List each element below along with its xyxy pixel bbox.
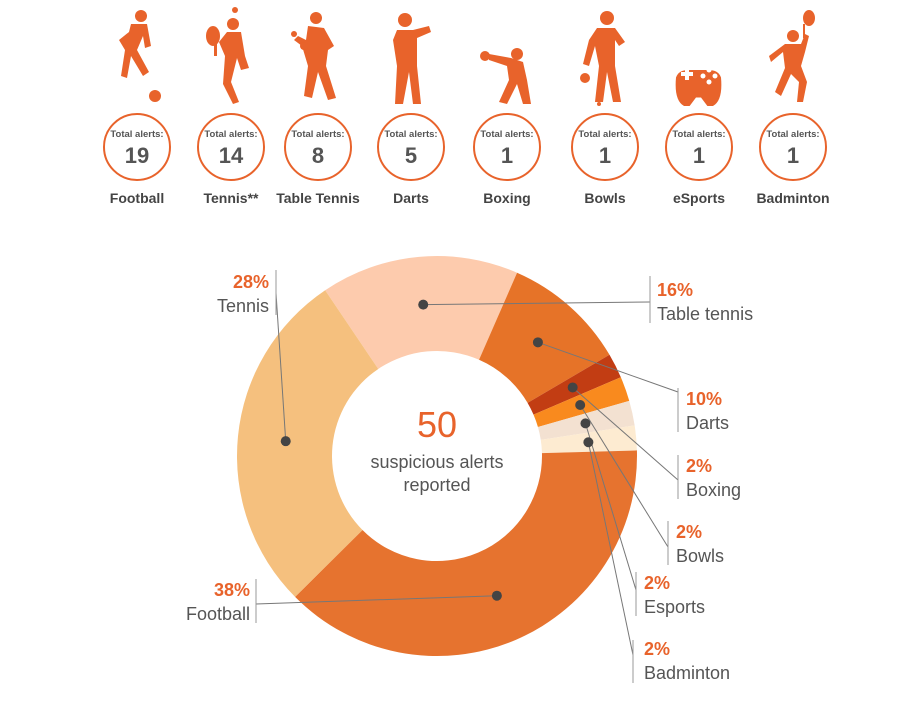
alert-count-badge: Total alerts: 5 bbox=[377, 113, 445, 181]
slice-dot-football bbox=[491, 590, 502, 601]
sport-tennis: Total alerts: 14 Tennis** bbox=[181, 0, 281, 215]
slice-label-esports: Esports bbox=[644, 597, 705, 617]
slice-darts bbox=[479, 272, 610, 403]
slice-dot-bowls bbox=[575, 400, 586, 411]
slice-label-boxing: Boxing bbox=[686, 480, 741, 500]
slice-label-football: Football bbox=[186, 604, 250, 624]
sport-football: Total alerts: 19 Football bbox=[87, 0, 187, 215]
leader-line-esports bbox=[584, 423, 637, 591]
sport-name: Boxing bbox=[483, 190, 531, 206]
alert-count: 1 bbox=[786, 143, 800, 168]
center-total: 50 bbox=[417, 404, 457, 445]
slice-percent-boxing: 2% bbox=[686, 456, 712, 476]
slice-percent-table-tennis: 16% bbox=[657, 280, 693, 300]
slice-percent-darts: 10% bbox=[686, 389, 722, 409]
sport-badminton: Total alerts: 1 Badminton bbox=[743, 0, 843, 215]
sport-boxing: Total alerts: 1 Boxing bbox=[457, 0, 557, 215]
tennis-player-icon bbox=[206, 7, 249, 104]
slice-dot-darts bbox=[532, 337, 543, 348]
leader-line-table-tennis bbox=[423, 301, 651, 306]
leader-line-badminton bbox=[587, 442, 634, 656]
slice-labels: 16% Table tennis 10% Darts 2% Boxing 2% Bowls 2%… bbox=[186, 272, 753, 683]
sport-name: Table Tennis bbox=[276, 190, 360, 206]
slice-percent-badminton: 2% bbox=[644, 639, 670, 659]
sport-darts: Total alerts: 5 Darts bbox=[361, 0, 461, 215]
slice-percent-tennis: 28% bbox=[233, 272, 269, 292]
center-caption-line-2: reported bbox=[403, 475, 470, 495]
alert-count-badge: Total alerts: 1 bbox=[571, 113, 639, 181]
sport-table-tennis: Total alerts: 8 Table Tennis bbox=[268, 0, 368, 215]
alert-count: 1 bbox=[598, 143, 612, 168]
leader-line-tennis bbox=[275, 292, 287, 442]
slice-percent-bowls: 2% bbox=[676, 522, 702, 542]
sport-name: Darts bbox=[393, 190, 429, 206]
sport-name: Football bbox=[109, 190, 165, 206]
slice-label-bowls: Bowls bbox=[676, 546, 724, 566]
slice-percent-football: 38% bbox=[214, 580, 250, 600]
leader-line-boxing bbox=[572, 387, 679, 481]
slice-tennis bbox=[237, 290, 379, 597]
boxer-icon bbox=[480, 48, 531, 104]
alert-count: 8 bbox=[311, 143, 325, 168]
leader-line-bowls bbox=[579, 404, 669, 548]
alert-count: 19 bbox=[124, 143, 150, 168]
alert-count-badge: Total alerts: 1 bbox=[473, 113, 541, 181]
sport-esports: Total alerts: 1 eSports bbox=[649, 0, 749, 215]
table-tennis-player-icon bbox=[291, 12, 336, 100]
slice-dot-table-tennis bbox=[418, 299, 429, 310]
slice-dot-tennis bbox=[280, 436, 291, 447]
darts-player-icon bbox=[393, 13, 431, 104]
leader-line-darts bbox=[537, 341, 679, 393]
alert-count: 1 bbox=[692, 143, 706, 168]
slice-percent-esports: 2% bbox=[644, 573, 670, 593]
slice-football bbox=[295, 450, 637, 656]
badminton-player-icon bbox=[769, 10, 815, 102]
bowls-player-icon bbox=[580, 11, 625, 106]
alert-count-badge: Total alerts: 14 bbox=[197, 113, 265, 181]
alert-count-badge: Total alerts: 8 bbox=[284, 113, 352, 181]
slice-dot-esports bbox=[580, 418, 591, 429]
center-caption-line-1: suspicious alerts bbox=[370, 452, 503, 472]
alert-count: 1 bbox=[500, 143, 514, 168]
leader-line-football bbox=[255, 595, 497, 605]
slice-label-badminton: Badminton bbox=[644, 663, 730, 683]
slice-label-table-tennis: Table tennis bbox=[657, 304, 753, 324]
sport-name: Bowls bbox=[584, 190, 626, 206]
sport-name: eSports bbox=[672, 190, 726, 206]
donut-slices bbox=[237, 255, 637, 656]
sport-bowls: Total alerts: 1 Bowls bbox=[555, 0, 655, 215]
leader-lines bbox=[255, 270, 679, 683]
slice-dot-boxing bbox=[567, 382, 578, 393]
slice-label-tennis: Tennis bbox=[217, 296, 269, 316]
alert-count: 5 bbox=[404, 143, 418, 168]
football-player-icon bbox=[119, 10, 161, 102]
sport-name: Tennis** bbox=[203, 190, 259, 206]
alert-count-badge: Total alerts: 1 bbox=[665, 113, 733, 181]
alert-count-badge: Total alerts: 1 bbox=[759, 113, 827, 181]
slice-table-tennis bbox=[325, 255, 518, 369]
sport-name: Badminton bbox=[756, 190, 830, 206]
slice-label-darts: Darts bbox=[686, 413, 729, 433]
gamepad-icon bbox=[675, 67, 722, 106]
slice-dot-badminton bbox=[583, 437, 594, 448]
alert-count: 14 bbox=[218, 143, 244, 168]
alert-count-badge: Total alerts: 19 bbox=[103, 113, 171, 181]
